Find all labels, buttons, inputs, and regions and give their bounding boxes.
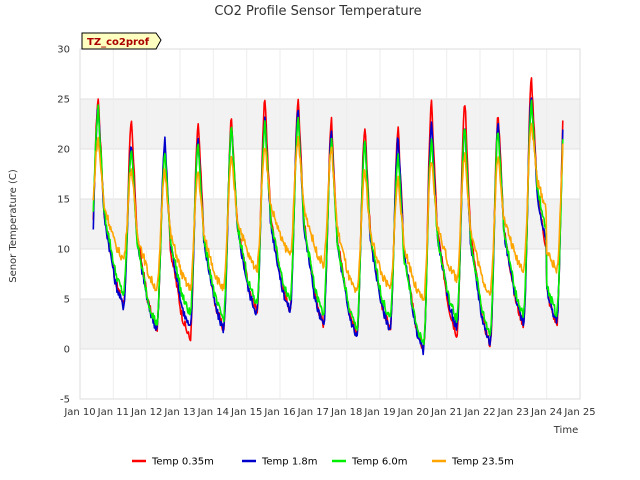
series-layer [92,77,564,356]
series-line [92,122,564,302]
x-tick-label: Jan 12 [130,407,162,418]
x-tick-label: Jan 15 [230,407,262,418]
y-axis-title: Senor Temperature (C) [8,169,19,283]
y-axis-ticks: -5 0 5 10 15 20 25 30 [57,45,70,406]
legend-label: Temp 1.8m [261,457,317,468]
grid-band [80,299,580,349]
y-tick-label: 25 [57,95,70,106]
y-tick-label: 15 [57,195,70,206]
x-axis-ticks: Jan 10 Jan 11 Jan 12 Jan 13 Jan 14 Jan 15 Jan … [63,407,595,418]
x-tick-label: Jan 16 [263,407,295,418]
y-tick-label: 20 [57,145,70,156]
chart-title: CO2 Profile Sensor Temperature [214,4,421,19]
x-tick-label: Jan 23 [497,407,529,418]
y-tick-label: -5 [60,395,70,406]
x-tick-label: Jan 11 [97,407,129,418]
y-tick-label: 5 [64,295,70,306]
x-tick-label: Jan 17 [297,407,329,418]
x-tick-label: Jan 21 [430,407,462,418]
x-tick-label: Jan 24 [530,407,562,418]
legend-label: Temp 0.35m [151,457,214,468]
plot-frame [79,48,581,400]
x-tick-label: Jan 10 [63,407,95,418]
y-tick-label: 30 [57,45,70,56]
x-tick-label: Jan 13 [163,407,195,418]
legend-label: Temp 23.5m [451,457,514,468]
site-badge: TZ_co2prof [81,32,162,50]
y-tick-label: 10 [57,245,70,256]
grid-band [80,199,580,249]
grid-band [80,49,580,99]
x-tick-label: Jan 22 [463,407,495,418]
site-badge-label: TZ_co2prof [87,37,150,48]
grid-band [80,349,580,399]
x-tick-label: Jan 14 [197,407,229,418]
site-badge-background [81,32,162,50]
x-tick-label: Jan 19 [363,407,395,418]
y-tick-label: 0 [64,345,70,356]
legend-label: Temp 6.0m [351,457,407,468]
legend: Temp 0.35m Temp 1.8m Temp 6.0m Temp 23.5m [132,457,514,468]
x-axis-title: Time [553,425,578,436]
grid-band [80,249,580,299]
x-tick-label: Jan 20 [397,407,429,418]
x-tick-label: Jan 25 [563,407,595,418]
x-tick-label: Jan 18 [330,407,362,418]
